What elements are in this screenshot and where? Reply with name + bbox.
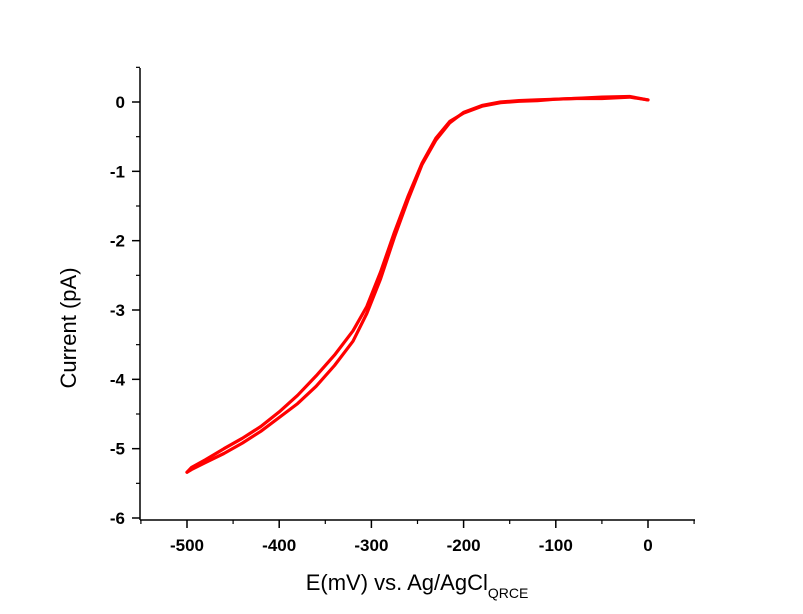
series-line-2 [185,94,650,474]
y-ticks: 0 -1 -2 -3 -4 -5 -6 [110,66,140,528]
x-axis-title: E(mV) vs. Ag/AgClQRCE [306,570,529,601]
series-group [185,94,650,474]
y-axis-title: Current (pA) [56,267,81,388]
y-tick-label: -1 [110,162,125,181]
x-tick-label: 0 [643,536,652,555]
y-tick-label: -4 [110,370,126,389]
x-ticks: -500 -400 -300 -200 -100 0 [140,520,695,555]
x-axis-title-main: E(mV) vs. Ag/AgCl [306,570,488,595]
series-line-1 [185,95,650,474]
y-tick-label: -2 [110,232,125,251]
x-tick-label: -400 [262,536,296,555]
x-tick-label: -200 [447,536,481,555]
y-tick-label: 0 [116,93,125,112]
y-tick-label: -5 [110,440,125,459]
x-tick-label: -100 [539,536,573,555]
x-tick-label: -500 [170,536,204,555]
x-axis-title-subscript: QRCE [488,585,528,601]
y-tick-label: -6 [110,509,125,528]
y-tick-label: -3 [110,301,125,320]
x-tick-label: -300 [354,536,388,555]
